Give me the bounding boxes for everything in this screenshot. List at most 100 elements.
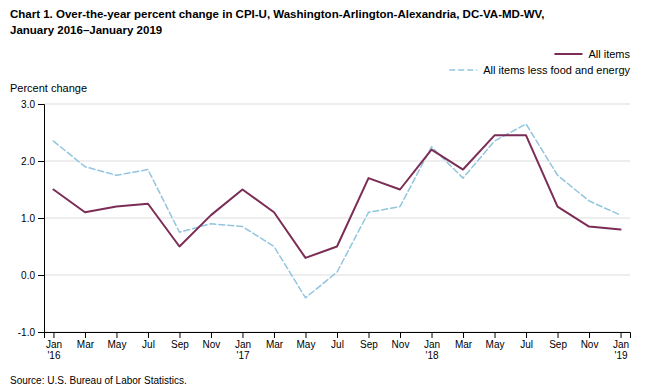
x-tick-label-line: Jan [46,339,62,350]
x-tick-mark [589,332,590,338]
plot-area: -1.00.01.02.03.0Jan'16MarMayJulSepNovJan… [18,99,631,361]
x-tick-mark [148,332,149,338]
x-tick-label: May [486,339,505,350]
x-tick-label-line: Jan [424,339,440,350]
x-tick-label: May [297,339,316,350]
series-line [53,135,620,258]
x-tick-label: Sep [360,339,378,350]
x-tick-label-line: '16 [47,350,60,361]
x-tick-mark [179,332,180,338]
x-tick-mark [85,332,86,338]
x-tick-label-line: Nov [203,339,221,350]
x-tick: Jan'18 [424,332,440,361]
x-tick: Jul [142,332,155,350]
x-tick-mark [495,332,496,338]
x-tick-mark [463,332,464,338]
legend-item: All items [554,48,630,60]
x-tick-label: Sep [171,339,189,350]
x-tick: Jan'16 [46,332,62,361]
x-tick-label: Nov [203,339,221,350]
x-tick-mark [621,332,622,338]
x-tick: Jul [520,332,533,350]
y-tick-mark [38,218,44,219]
x-tick-label-line: '17 [236,350,249,361]
y-tick-label: 3.0 [21,99,35,110]
x-tick-label-line: Nov [581,339,599,350]
y-axis-line [38,105,45,333]
title: Chart 1. Over-the-year percent change in… [10,8,544,20]
x-tick-label-line: Sep [549,339,567,350]
y-tick: 3.0 [21,99,44,110]
x-tick: May [108,332,127,350]
x-tick-label-line: '19 [615,350,628,361]
x-tick: Mar [455,332,473,350]
x-tick: May [486,332,505,350]
x-tick-label: Jan'16 [46,339,62,361]
x-tick-label: Jan'17 [235,339,251,361]
x-tick-mark [337,332,338,338]
x-tick-label: Nov [392,339,410,350]
x-tick-mark [116,332,117,338]
y-tick-label: 2.0 [21,156,35,167]
x-tick-label-line: Mar [266,339,284,350]
x-tick: Jul [331,332,344,350]
grid-line [44,104,630,105]
x-tick-label-line: Mar [455,339,473,350]
legend-label: All items less food and energy [483,64,630,76]
x-tick-label-line: Jan [613,339,629,350]
x-tick-label: Mar [77,339,95,350]
y-tick: 2.0 [21,156,44,167]
x-tick-mark [305,332,306,338]
y-tick: -1.0 [18,327,44,338]
y-tick-mark [38,332,44,333]
x-tick: Jan'19 [613,332,629,361]
x-tick-label: Jul [142,339,155,350]
x-tick: Nov [203,332,221,350]
x-tick-label: Mar [266,339,284,350]
x-tick-label-line: May [486,339,505,350]
x-tick-label: Jan'19 [613,339,629,361]
x-tick-label-line: Jul [142,339,155,350]
x-tick-mark [274,332,275,338]
y-tick-label: 0.0 [21,270,35,281]
x-tick: Jan'17 [235,332,251,361]
x-tick-mark [432,332,433,338]
x-tick-label-line: Sep [171,339,189,350]
x-tick: Sep [360,332,378,350]
y-tick-mark [38,161,44,162]
y-axis-title: Percent change [10,82,87,94]
legend-swatch [449,69,477,71]
x-tick-label: Jul [331,339,344,350]
x-tick-label-line: Sep [360,339,378,350]
grid-line [44,275,630,276]
x-tick: Sep [549,332,567,350]
legend-swatch [554,53,582,55]
x-tick-label-line: Jan [235,339,251,350]
x-axis: Jan'16MarMayJulSepNovJan'17MarMayJulSepN… [45,332,631,361]
x-tick-label-line: Nov [392,339,410,350]
legend: All items All items less food and energy [449,48,630,76]
lines [53,124,620,298]
x-tick-label-line: '18 [425,350,438,361]
x-tick-label-line: May [108,339,127,350]
y-tick-mark [38,275,44,276]
y-tick-mark [38,104,44,105]
x-tick-mark [558,332,559,338]
x-tick-mark [242,332,243,338]
y-tick-label: -1.0 [18,327,36,338]
x-tick: Nov [392,332,410,350]
grid-line [44,161,630,162]
x-tick: Sep [171,332,189,350]
chart-svg: Chart 1. Over-the-year percent change in… [0,0,650,390]
x-tick-label-line: Mar [77,339,95,350]
grid [44,104,630,332]
y-axis: -1.0 0.0 1.0 2.0 3.0 [18,99,45,338]
x-tick-mark [211,332,212,338]
x-tick-label-line: Jul [520,339,533,350]
x-tick-mark [526,332,527,338]
y-tick-label: 1.0 [21,213,35,224]
subtitle: January 2016–January 2019 [10,24,162,36]
x-tick-label-line: Jul [331,339,344,350]
x-tick-label: Jan'18 [424,339,440,361]
source: Source: U.S. Bureau of Labor Statistics. [10,375,187,386]
